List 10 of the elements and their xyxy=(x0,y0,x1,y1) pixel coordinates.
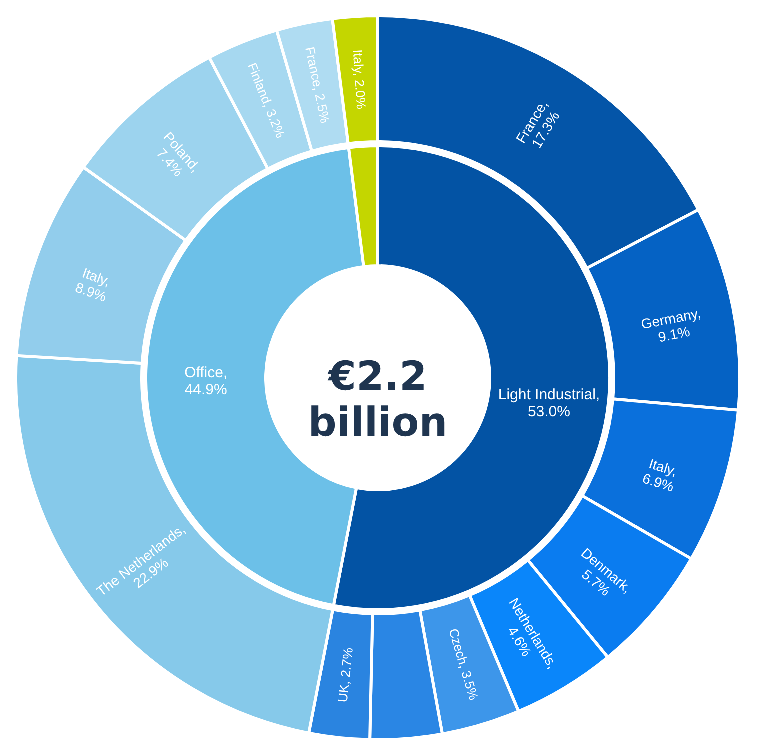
data-label: Italy, 2.0% xyxy=(350,49,370,110)
data-label: Light Industrial, 53.0% xyxy=(498,386,600,420)
text: €2.2 billion xyxy=(308,354,448,446)
data-label: France, 2.5% xyxy=(302,46,334,125)
data-label: UK, 2.7% xyxy=(335,646,356,704)
data-label: Italy, 6.9% xyxy=(640,455,680,495)
data-label: Germany, 9.1% xyxy=(640,304,702,346)
data-label: Italy, 8.9% xyxy=(74,264,113,305)
data-label: Office, 44.9% xyxy=(184,364,228,398)
data-label: Czech, 3.5% xyxy=(446,626,482,702)
